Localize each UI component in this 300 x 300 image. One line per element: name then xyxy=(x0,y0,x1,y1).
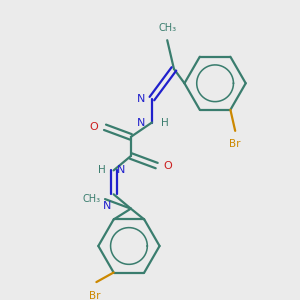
Text: CH₃: CH₃ xyxy=(82,194,100,204)
Text: O: O xyxy=(90,122,98,132)
Text: H: H xyxy=(98,165,106,176)
Text: H: H xyxy=(161,118,169,128)
Text: CH₃: CH₃ xyxy=(158,23,176,34)
Text: Br: Br xyxy=(89,291,100,300)
Text: N: N xyxy=(137,94,145,103)
Text: N: N xyxy=(137,118,145,128)
Text: O: O xyxy=(164,160,172,171)
Text: Br: Br xyxy=(230,140,241,149)
Text: N: N xyxy=(116,165,125,176)
Text: N: N xyxy=(103,201,112,211)
